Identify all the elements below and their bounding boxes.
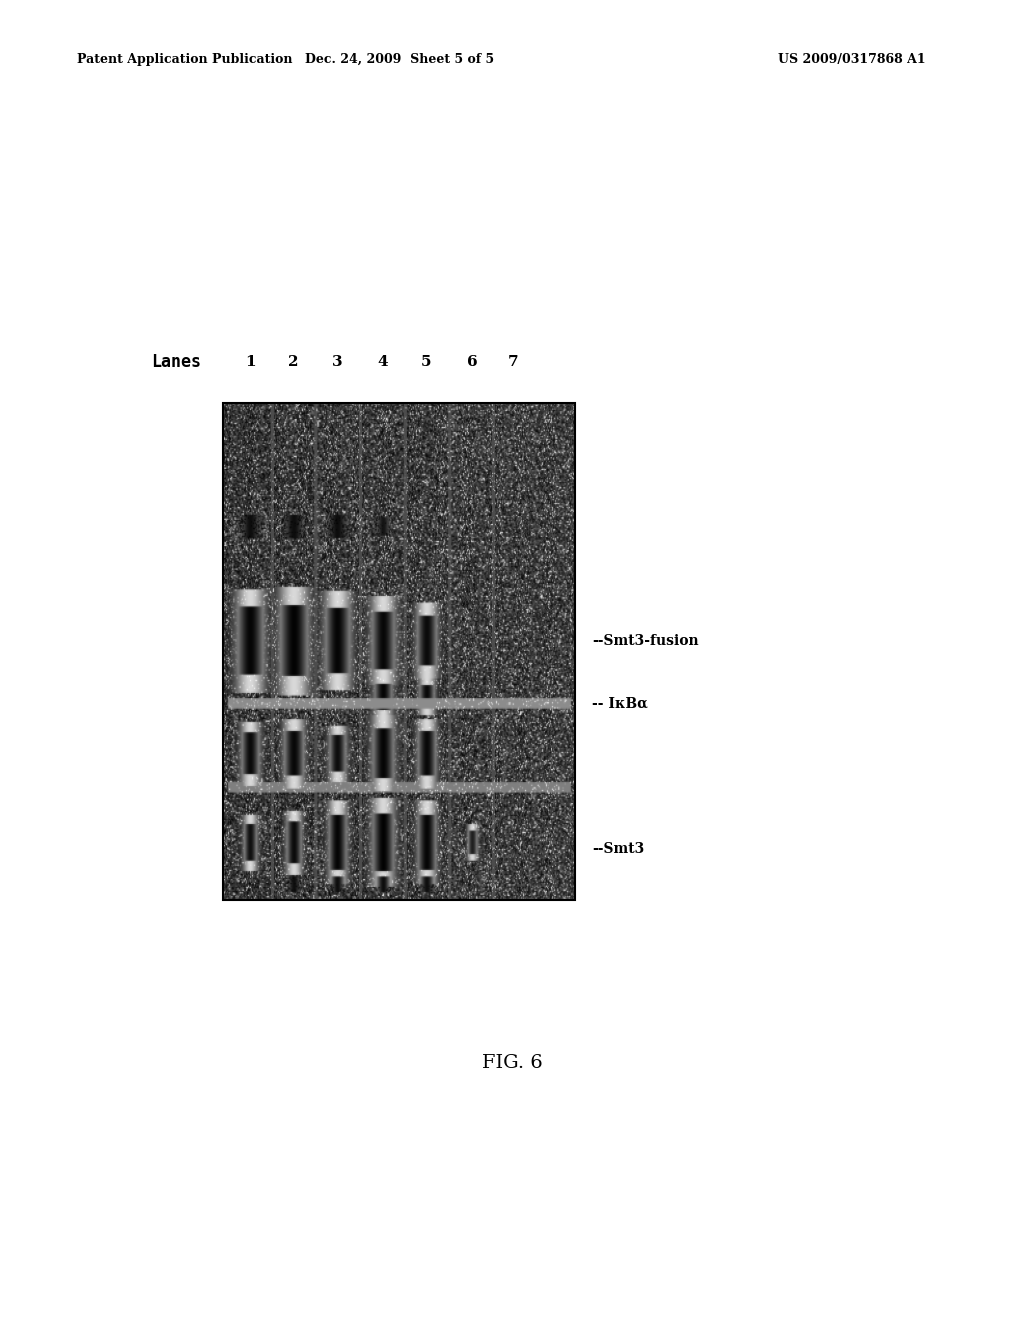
Text: 7: 7 (508, 355, 518, 368)
Text: 6: 6 (467, 355, 477, 368)
Bar (223, 403, 575, 900)
Text: US 2009/0317868 A1: US 2009/0317868 A1 (778, 53, 926, 66)
Text: 2: 2 (289, 355, 299, 368)
Text: Patent Application Publication: Patent Application Publication (77, 53, 292, 66)
Text: 4: 4 (378, 355, 388, 368)
Text: 1: 1 (245, 355, 255, 368)
Text: 5: 5 (421, 355, 431, 368)
Text: --Smt3-fusion: --Smt3-fusion (592, 634, 698, 648)
Text: Lanes: Lanes (152, 352, 202, 371)
Text: Dec. 24, 2009  Sheet 5 of 5: Dec. 24, 2009 Sheet 5 of 5 (305, 53, 494, 66)
Text: FIG. 6: FIG. 6 (481, 1053, 543, 1072)
Text: -- IκBα: -- IκBα (592, 697, 648, 710)
Text: 3: 3 (332, 355, 342, 368)
Text: --Smt3: --Smt3 (592, 842, 644, 857)
